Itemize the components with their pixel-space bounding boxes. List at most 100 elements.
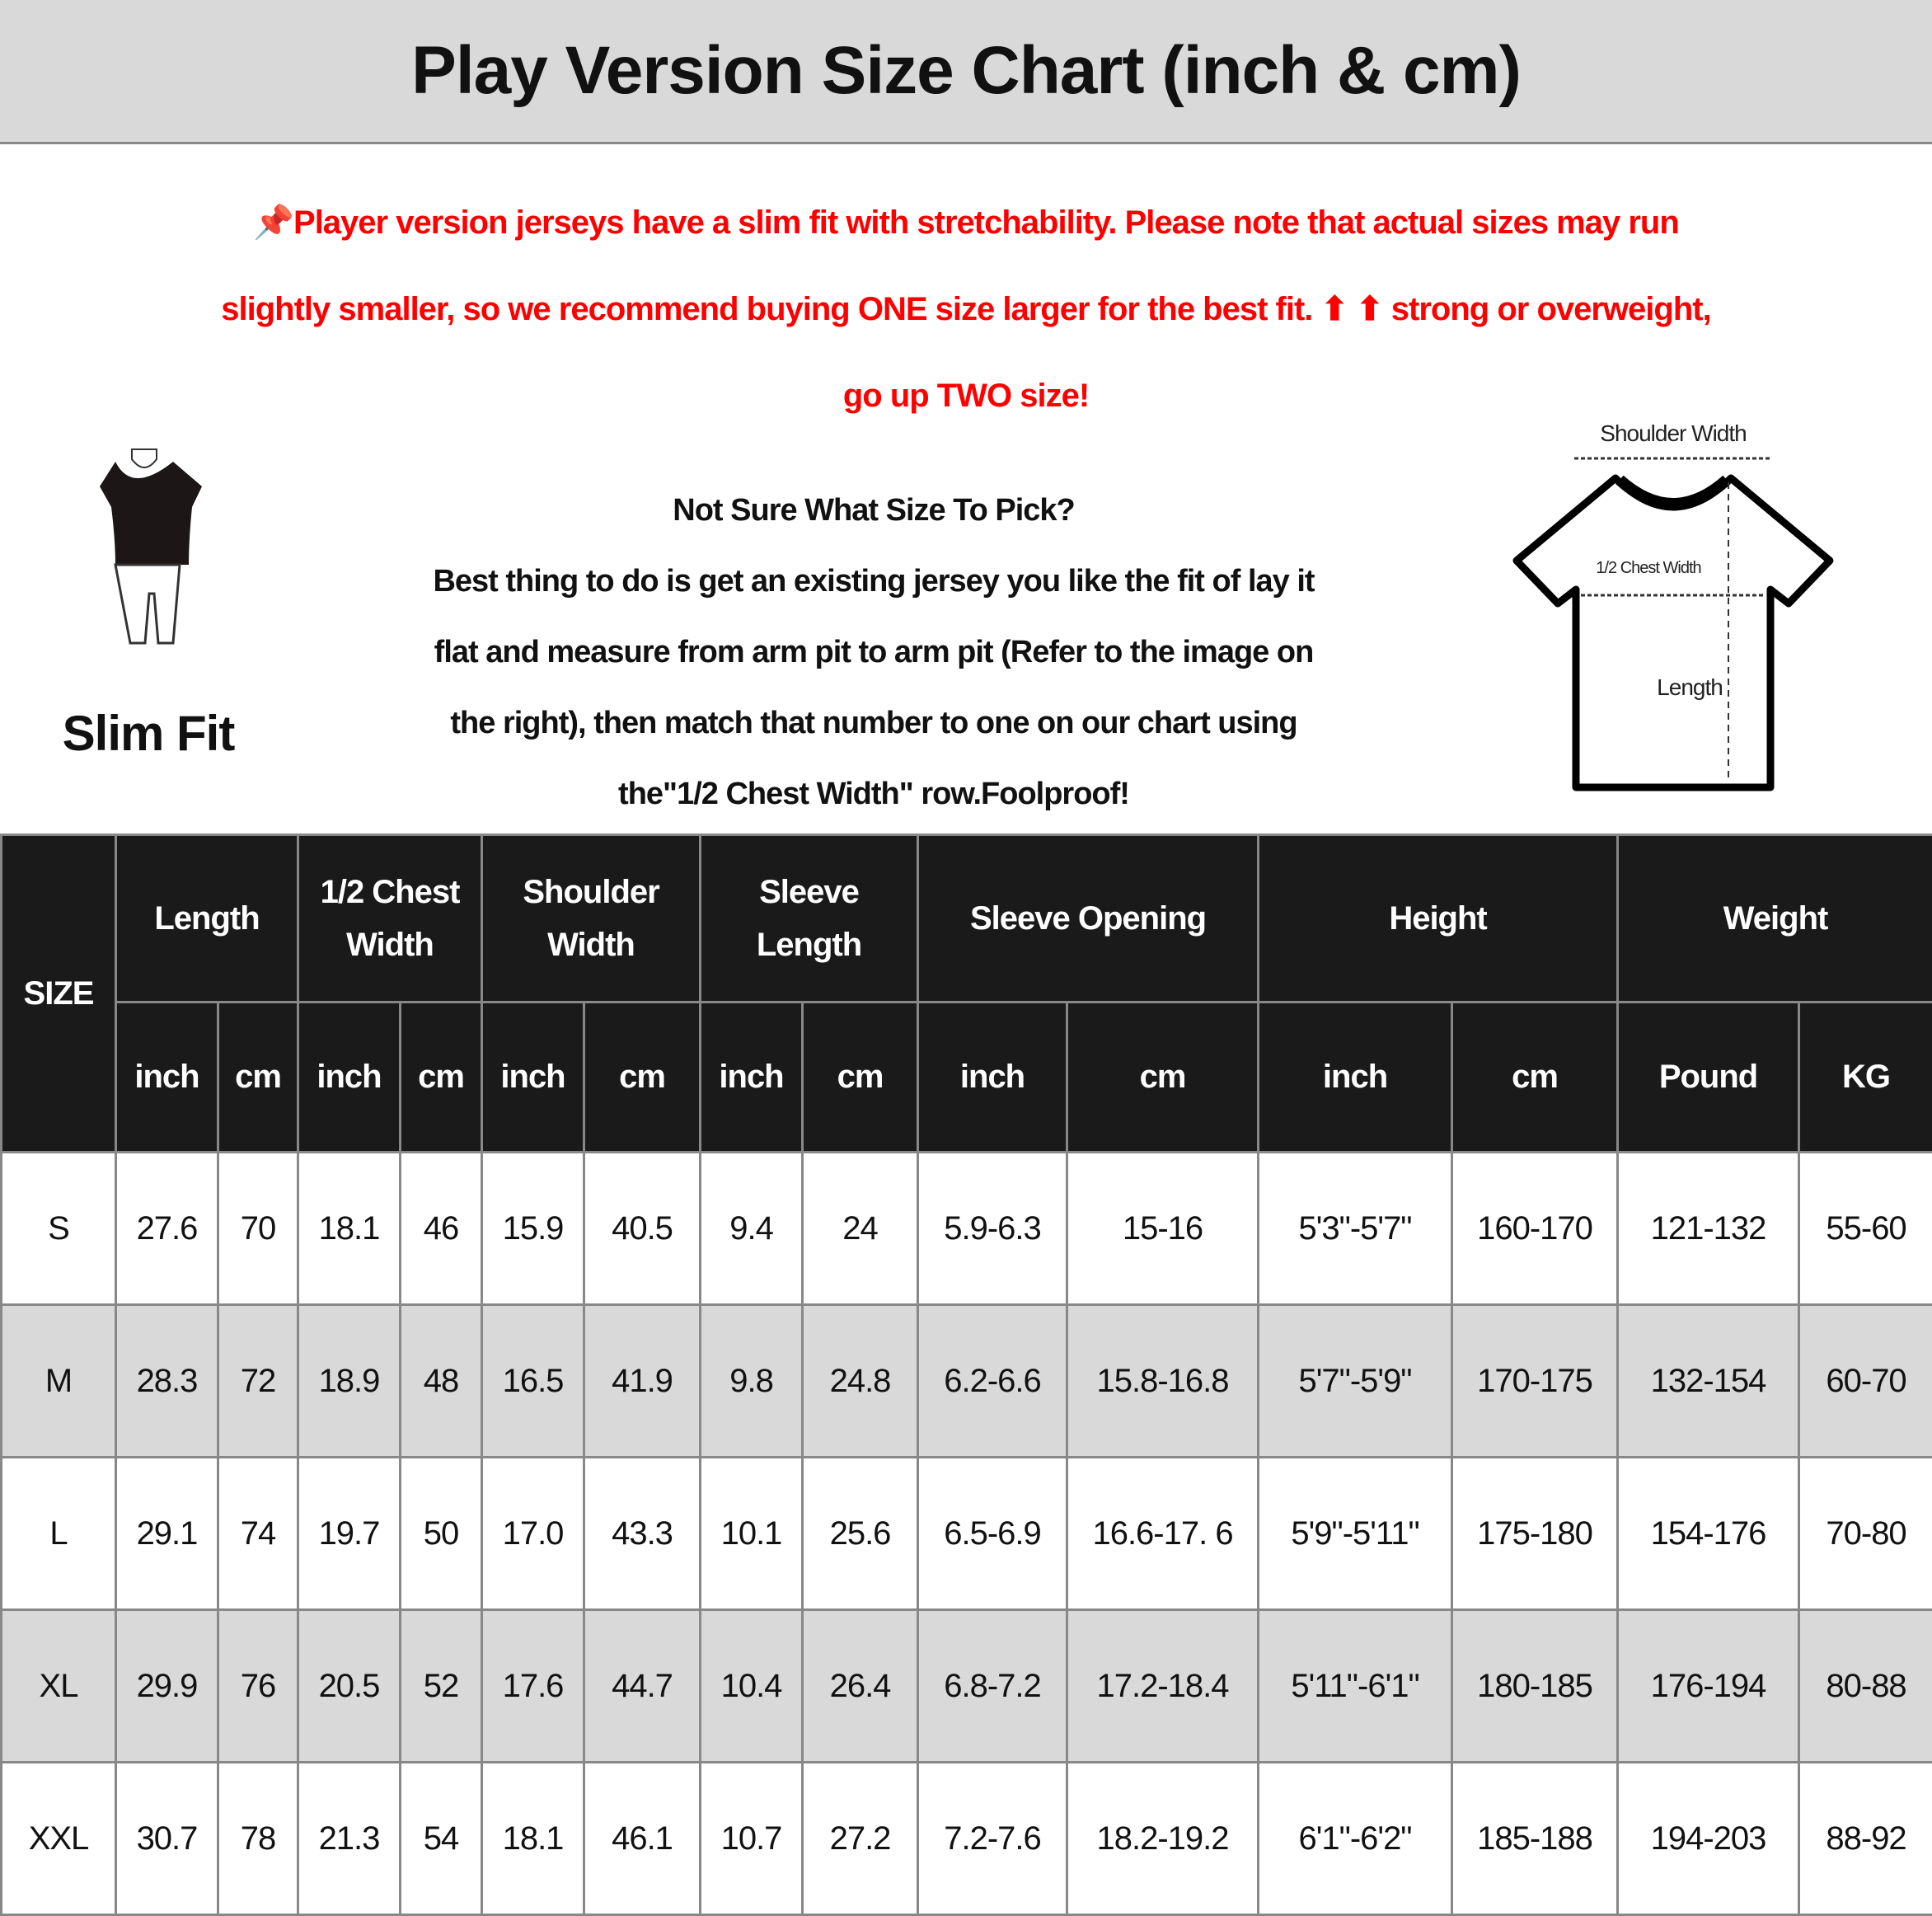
size-cell: S [2, 1153, 116, 1305]
table-cell: 46 [401, 1153, 482, 1305]
slim-fit-figure-icon [91, 445, 214, 647]
table-cell: 180-185 [1452, 1610, 1618, 1763]
guide-line: flat and measure from arm pit to arm pit… [434, 635, 1314, 669]
unit-header: cm [1067, 1003, 1259, 1153]
unit-header: inch [1259, 1003, 1452, 1153]
table-cell: 48 [401, 1305, 482, 1458]
table-cell: 25.6 [803, 1458, 918, 1610]
table-cell: 20.5 [298, 1610, 401, 1763]
table-cell: 74 [218, 1458, 298, 1610]
table-cell: 7.2-7.6 [918, 1763, 1067, 1915]
size-header: SIZE [2, 835, 116, 1153]
unit-header: inch [918, 1003, 1067, 1153]
table-cell: 50 [401, 1458, 482, 1610]
table-cell: 78 [218, 1763, 298, 1915]
table-cell: 9.4 [701, 1153, 803, 1305]
table-cell: 72 [218, 1305, 298, 1458]
table-cell: 54 [401, 1763, 482, 1915]
size-cell: L [2, 1458, 116, 1610]
table-cell: 185-188 [1452, 1763, 1618, 1915]
table-cell: 17.0 [482, 1458, 584, 1610]
size-guide: Not Sure What Size To Pick? Best thing t… [256, 478, 1492, 833]
table-cell: 176-194 [1618, 1610, 1799, 1763]
table-cell: 28.3 [116, 1305, 218, 1458]
table-cell: 15.8-16.8 [1067, 1305, 1259, 1458]
table-cell: 6.2-6.6 [918, 1305, 1067, 1458]
table-cell: 41.9 [584, 1305, 701, 1458]
table-cell: 18.1 [298, 1153, 401, 1305]
title-bar: Play Version Size Chart (inch & cm) [0, 0, 1932, 144]
table-cell: 70-80 [1799, 1458, 1932, 1610]
unit-header: Pound [1618, 1003, 1799, 1153]
table-cell: 27.2 [803, 1763, 918, 1915]
table-cell: 10.7 [701, 1763, 803, 1915]
table-cell: 16.6-17. 6 [1067, 1458, 1259, 1610]
table-cell: 5'11"-6'1" [1259, 1610, 1452, 1763]
table-cell: 10.4 [701, 1610, 803, 1763]
group-header-sleeve-opening: Sleeve Opening [918, 835, 1259, 1003]
table-cell: 52 [401, 1610, 482, 1763]
table-cell: 5'9"-5'11" [1259, 1458, 1452, 1610]
table-cell: 18.9 [298, 1305, 401, 1458]
page-title: Play Version Size Chart (inch & cm) [411, 32, 1521, 110]
table-cell: 80-88 [1799, 1610, 1932, 1763]
table-cell: 194-203 [1618, 1763, 1799, 1915]
fit-notice: 📌Player version jerseys have a slim fit … [0, 183, 1932, 443]
table-cell: 26.4 [803, 1610, 918, 1763]
notice-line-2: slightly smaller, so we recommend buying… [221, 291, 1710, 327]
group-header-length: Length [116, 835, 298, 1003]
table-cell: 27.6 [116, 1153, 218, 1305]
table-cell: 17.2-18.4 [1067, 1610, 1259, 1763]
table-cell: 6.8-7.2 [918, 1610, 1067, 1763]
unit-header: cm [218, 1003, 298, 1153]
table-cell: 5'7"-5'9" [1259, 1305, 1452, 1458]
table-cell: 9.8 [701, 1305, 803, 1458]
tshirt-measurement-icon: Shoulder Width 1/2 Chest Width Length [1508, 412, 1838, 808]
length-label: Length [1657, 674, 1723, 700]
table-cell: 132-154 [1618, 1305, 1799, 1458]
table-cell: 160-170 [1452, 1153, 1618, 1305]
unit-header: inch [298, 1003, 401, 1153]
table-cell: 18.1 [482, 1763, 584, 1915]
chest-width-label: 1/2 Chest Width [1596, 559, 1700, 577]
guide-line: the right), then match that number to on… [450, 706, 1297, 740]
table-cell: 30.7 [116, 1763, 218, 1915]
pushpin-icon: 📌 [253, 204, 293, 241]
unit-header: cm [1452, 1003, 1618, 1153]
size-cell: XL [2, 1610, 116, 1763]
group-header-height: Height [1259, 835, 1618, 1003]
table-cell: 6.5-6.9 [918, 1458, 1067, 1610]
table-cell: 17.6 [482, 1610, 584, 1763]
unit-header: KG [1799, 1003, 1932, 1153]
size-cell: XXL [2, 1763, 116, 1915]
table-cell: 46.1 [584, 1763, 701, 1915]
table-cell: 15-16 [1067, 1153, 1259, 1305]
guide-line: Best thing to do is get an existing jers… [433, 564, 1314, 599]
table-cell: 18.2-19.2 [1067, 1763, 1259, 1915]
table-cell: 10.1 [701, 1458, 803, 1610]
guide-line: the"1/2 Chest Width" row.Foolproof! [618, 777, 1129, 811]
table-cell: 5.9-6.3 [918, 1153, 1067, 1305]
unit-header: inch [482, 1003, 584, 1153]
notice-line-1: Player version jerseys have a slim fit w… [293, 204, 1679, 241]
table-cell: 76 [218, 1610, 298, 1763]
table-cell: 170-175 [1452, 1305, 1618, 1458]
table-cell: 5'3"-5'7" [1259, 1153, 1452, 1305]
table-cell: 29.1 [116, 1458, 218, 1610]
slim-fit-label: Slim Fit [49, 705, 247, 762]
table-cell: 6'1"-6'2" [1259, 1763, 1452, 1915]
table-cell: 21.3 [298, 1763, 401, 1915]
table-cell: 43.3 [584, 1458, 701, 1610]
table-cell: 24 [803, 1153, 918, 1305]
table-cell: 44.7 [584, 1610, 701, 1763]
table-cell: 16.5 [482, 1305, 584, 1458]
table-cell: 40.5 [584, 1153, 701, 1305]
